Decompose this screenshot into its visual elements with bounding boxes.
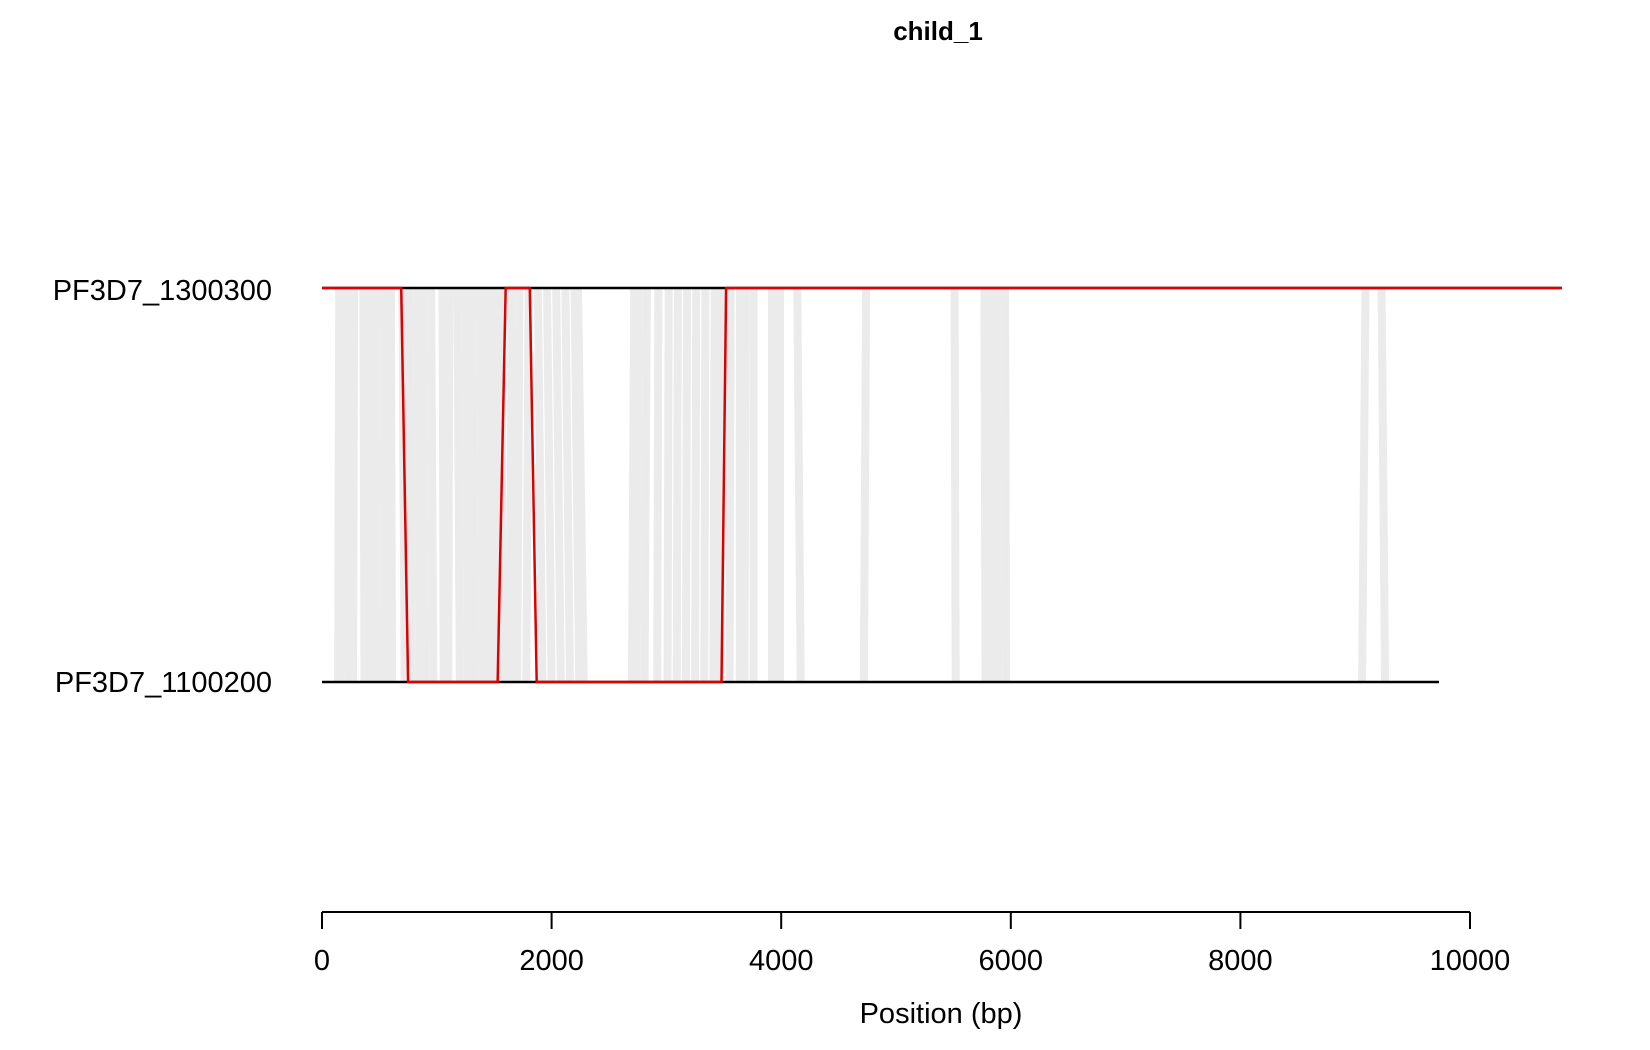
alignment-link [993,287,1003,683]
x-tick-label: 2000 [519,945,584,977]
alignment-link [427,287,438,683]
alignment-link [740,287,750,683]
alignment-link [627,287,639,683]
alignment-link [386,287,397,683]
alignment-link [561,287,574,683]
inheritance-path [322,286,1562,684]
x-tick-label: 8000 [1208,945,1273,977]
track-label-top: PF3D7_1300300 [53,275,272,307]
alignment-link [716,287,726,683]
alignment-link [632,287,643,683]
alignment-link [405,287,416,683]
alignment-link [513,287,524,683]
x-tick-label: 4000 [749,945,814,977]
alignment-link [468,287,479,683]
x-axis-ticks: 0 2000 4000 6000 8000 10000 [314,912,1510,977]
alignment-link [348,287,359,683]
chart-title: child_1 [893,16,983,46]
alignment-link [640,287,651,683]
alignment-link [709,287,719,683]
alignment-links [334,287,1390,683]
alignment-link [1001,287,1011,683]
alignment-link [574,287,588,683]
alignment-link [725,287,735,683]
alignment-link [533,287,547,683]
x-tick-label: 0 [314,945,330,977]
alignment-link [453,287,464,683]
alignment-link [653,287,663,683]
alignment-link [681,287,692,683]
alignment-link [543,287,556,683]
alignment-link [672,287,682,683]
inheritance-path-line [322,286,1562,684]
alignment-link [490,287,501,683]
alignment-link [950,287,960,683]
alignment-link [859,287,871,683]
alignment-link [980,287,990,683]
alignment-link [691,287,701,683]
alignment-link [476,287,487,683]
x-axis-title: Position (bp) [860,998,1023,1030]
alignment-link [552,287,565,683]
track-label-bottom: PF3D7_1100200 [55,667,272,699]
x-tick-label: 10000 [1430,945,1511,977]
alignment-link [336,287,346,683]
alignment-link [371,287,382,683]
alignment-link [359,287,369,683]
alignment-link [793,287,805,683]
alignment-link [483,287,494,683]
alignment-link [444,287,454,683]
alignment-link [700,287,710,683]
alignment-link [419,287,430,683]
alignment-link [366,287,376,683]
alignment-link [506,287,516,683]
alignment-link [522,287,533,683]
alignment-link [379,287,390,683]
alignment-link [461,287,472,683]
alignment-link [986,287,996,683]
alignment-link [1358,287,1370,683]
alignment-link [1377,287,1390,683]
x-tick-label: 6000 [979,945,1044,977]
alignment-link [438,287,448,683]
alignment-link [663,287,673,683]
alignment-link [413,287,424,683]
